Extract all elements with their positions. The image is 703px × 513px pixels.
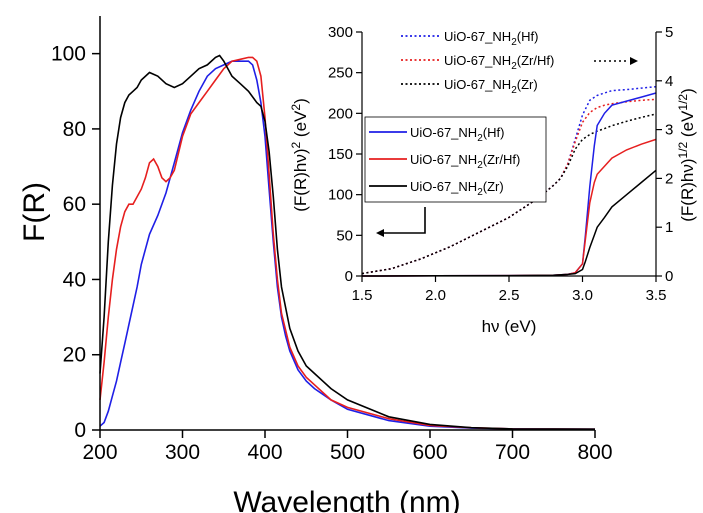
inset-x-tick-label: 3.5 bbox=[646, 287, 667, 304]
inset-chart: 1.5 2.0 2.5 3.0 3.5 0 50 100 150 200 250 300 0 1 2 3 4… bbox=[289, 22, 697, 336]
main-x-axis-title: Wavelength (nm) bbox=[233, 486, 460, 513]
legend-label: UiO-67_NH2(Zr) bbox=[410, 179, 504, 198]
main-x-tick-label: 800 bbox=[577, 441, 612, 464]
main-y-tick-label: 100 bbox=[51, 43, 86, 66]
main-series-line-2 bbox=[99, 54, 596, 430]
inset-right-tick-label: 4 bbox=[665, 73, 673, 90]
inset-x-tick-label: 2.5 bbox=[499, 287, 520, 304]
arrow-left-indicator bbox=[376, 207, 426, 237]
main-x-tick-label: 400 bbox=[247, 441, 282, 464]
main-x-tick-label: 600 bbox=[412, 441, 447, 464]
main-y-tick-label: 80 bbox=[63, 118, 86, 141]
inset-left-tick-label: 0 bbox=[345, 268, 353, 285]
arrow-right-indicator bbox=[594, 57, 638, 65]
inset-left-tick-label: 200 bbox=[328, 105, 353, 122]
inset-left-ticks: 0 50 100 150 200 250 300 bbox=[328, 24, 362, 285]
inset-x-ticks: 1.5 2.0 2.5 3.0 3.5 bbox=[352, 276, 667, 304]
main-y-tick-label: 0 bbox=[74, 419, 86, 442]
inset-right-axis-title: (F(R)hν)1/2 (eV1/2) bbox=[676, 88, 697, 222]
inset-right-tick-label: 5 bbox=[665, 24, 673, 41]
main-y-tick-label: 40 bbox=[63, 268, 86, 291]
inset-right-tick-label: 3 bbox=[665, 122, 673, 139]
legend-label: UiO-67_NH2(Zr) bbox=[444, 77, 538, 96]
inset-x-axis-title: hν (eV) bbox=[482, 317, 537, 336]
main-y-axis-title: F(R) bbox=[18, 182, 51, 242]
inset-right-ticks: 0 1 2 3 4 5 bbox=[656, 24, 673, 285]
main-x-ticks: 200 300 400 500 600 700 800 bbox=[82, 430, 613, 464]
main-series-line-1 bbox=[99, 56, 596, 430]
legend-dotted: UiO-67_NH2(Hf) UiO-67_NH2(Zr/Hf) UiO-67_NH… bbox=[401, 29, 554, 96]
inset-right-tick-label: 1 bbox=[665, 219, 673, 236]
legend-label: UiO-67_NH2(Hf) bbox=[410, 125, 504, 144]
inset-right-tick-label: 0 bbox=[665, 268, 673, 285]
legend-label: UiO-67_NH2(Hf) bbox=[444, 29, 538, 48]
inset-series-line-2 bbox=[361, 113, 657, 275]
main-y-tick-label: 20 bbox=[63, 344, 86, 367]
main-x-tick-label: 500 bbox=[330, 441, 365, 464]
inset-x-tick-label: 1.5 bbox=[352, 287, 373, 304]
inset-left-axis-title: (F(R)hν)2 (eV2) bbox=[289, 98, 310, 212]
legend-solid: UiO-67_NH2(Hf) UiO-67_NH2(Zr/Hf) UiO-67_NH… bbox=[364, 116, 547, 203]
main-y-tick-label: 60 bbox=[63, 193, 86, 216]
main-x-tick-label: 700 bbox=[495, 441, 530, 464]
main-plot-lines bbox=[99, 54, 596, 430]
inset-x-tick-label: 3.0 bbox=[572, 287, 593, 304]
main-x-tick-label: 200 bbox=[82, 441, 117, 464]
inset-right-tick-label: 2 bbox=[665, 170, 673, 187]
inset-x-tick-label: 2.0 bbox=[425, 287, 446, 304]
inset-left-tick-label: 250 bbox=[328, 65, 353, 82]
inset-left-tick-label: 50 bbox=[336, 227, 353, 244]
inset-left-tick-label: 100 bbox=[328, 187, 353, 204]
inset-left-tick-label: 150 bbox=[328, 146, 353, 163]
inset-plot-lines bbox=[361, 85, 657, 277]
legend-label: UiO-67_NH2(Zr/Hf) bbox=[410, 152, 520, 171]
inset-left-tick-label: 300 bbox=[328, 24, 353, 41]
main-x-tick-label: 300 bbox=[165, 441, 200, 464]
main-y-ticks: 0 20 40 60 80 100 bbox=[51, 43, 100, 442]
legend-label: UiO-67_NH2(Zr/Hf) bbox=[444, 53, 554, 72]
